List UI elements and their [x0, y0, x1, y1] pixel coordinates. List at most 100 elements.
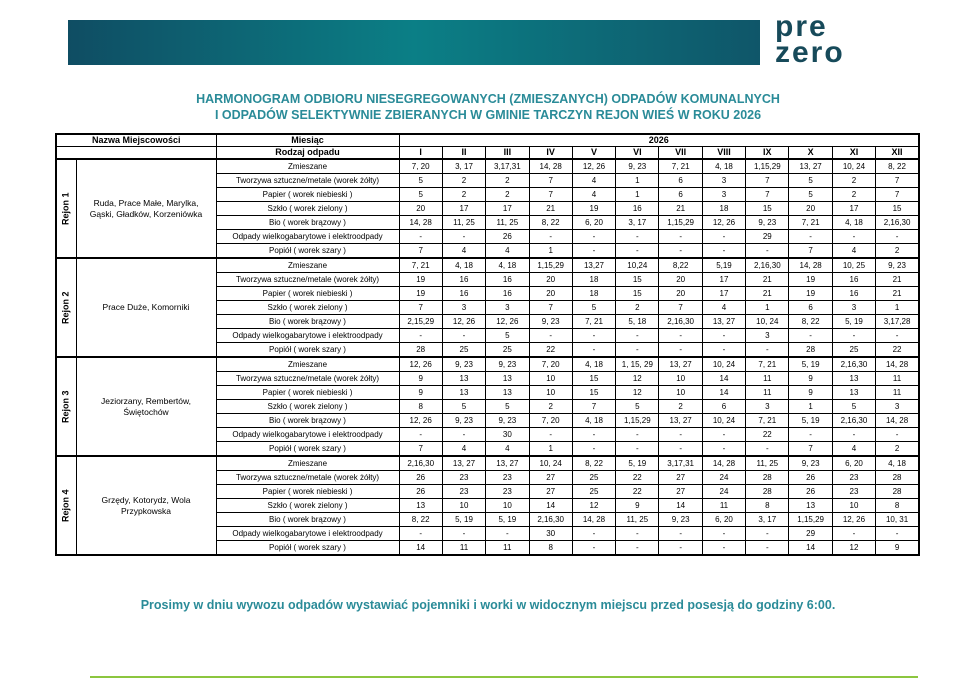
date-cell: -	[658, 427, 703, 442]
date-cell: 16	[485, 272, 530, 287]
waste-type: Zmieszane	[215, 257, 400, 273]
date-cell: -	[398, 427, 443, 442]
date-cell: 24	[701, 484, 747, 499]
date-cell: -	[875, 427, 920, 442]
date-cell: 12	[571, 498, 617, 513]
date-cell: 3	[701, 187, 747, 202]
date-cell: 26	[485, 229, 530, 244]
date-cell: 13, 27	[658, 413, 703, 428]
month-cell: VII	[658, 146, 703, 160]
waste-row: Szkło ( worek zielony ) 20 17 17 21 19 16 21 18 1…	[56, 201, 920, 216]
date-cell: 7, 21	[658, 158, 703, 174]
date-cell: 26	[398, 484, 443, 499]
date-cell: 23	[485, 470, 530, 485]
date-cell: -	[615, 526, 660, 541]
waste-type: Zmieszane	[215, 356, 400, 372]
date-cell: 16	[831, 286, 877, 301]
header-cell: Nazwa Miejscowości	[55, 133, 217, 147]
date-cell: 5	[485, 328, 530, 343]
waste-type: Szkło ( worek zielony )	[215, 399, 400, 414]
date-cell: -	[658, 441, 703, 457]
date-cell: 9	[398, 385, 443, 400]
date-cell: 13, 27	[441, 455, 487, 471]
date-cell: -	[615, 243, 660, 259]
title-line: I ODPADÓW SELEKTYWNIE ZBIERANYCH W GMINI…	[214, 108, 762, 122]
header-row: Rodzaj odpadu I II III IV V VI VII VIII IX X XI XII	[55, 146, 920, 160]
date-cell: 3	[485, 300, 530, 315]
waste-type: Papier ( worek niebieski )	[215, 385, 400, 400]
date-cell: 21	[875, 286, 920, 301]
date-cell: 3, 17	[615, 215, 660, 230]
date-cell: 3	[831, 300, 877, 315]
date-cell: 13	[831, 385, 877, 400]
waste-type: Zmieszane	[215, 158, 400, 174]
date-cell: -	[701, 427, 747, 442]
date-cell: 3,17,31	[658, 455, 703, 471]
date-cell: 20	[398, 201, 443, 216]
date-cell: 5	[831, 399, 877, 414]
date-cell: 13, 27	[701, 314, 747, 329]
date-cell: 7, 20	[528, 413, 573, 428]
date-cell: 8, 22	[788, 314, 833, 329]
date-cell: 1	[615, 173, 660, 188]
date-cell: 5, 19	[441, 512, 487, 527]
date-cell: 9, 23	[528, 314, 573, 329]
date-cell: 17	[441, 201, 487, 216]
region-name: Rejon 4	[56, 456, 76, 555]
date-cell: 11, 25	[615, 512, 660, 527]
date-cell: 2,16,30	[831, 356, 877, 372]
date-cell: 7, 21	[571, 314, 617, 329]
date-cell: 8	[528, 540, 573, 556]
date-cell: -	[658, 342, 703, 358]
date-cell: -	[441, 526, 487, 541]
waste-type: Bio ( worek brązowy )	[215, 314, 400, 329]
date-cell: 9	[875, 540, 920, 556]
date-cell: 4, 18	[875, 455, 920, 471]
date-cell: 1	[745, 300, 790, 315]
waste-type: Popiół ( worek szary )	[215, 342, 400, 358]
date-cell: -	[528, 427, 573, 442]
waste-type: Odpady wielkogabarytowe i elektroodpady	[215, 427, 400, 442]
date-cell: 3, 17	[745, 512, 790, 527]
date-cell: 11	[485, 540, 530, 556]
date-cell: 15	[745, 201, 790, 216]
date-cell: 10, 24	[528, 455, 573, 471]
date-cell: 5	[571, 300, 617, 315]
date-cell: 1	[788, 399, 833, 414]
date-cell: -	[701, 526, 747, 541]
date-cell: 4	[831, 441, 877, 457]
date-cell: 5	[441, 399, 487, 414]
date-cell: -	[745, 342, 790, 358]
date-cell: 30	[528, 526, 573, 541]
region-name: Rejon 2	[56, 258, 76, 357]
date-cell: 5, 19	[485, 512, 530, 527]
date-cell: 6, 20	[571, 215, 617, 230]
date-cell: 28	[398, 342, 443, 358]
waste-type: Szkło ( worek zielony )	[215, 300, 400, 315]
date-cell: 6	[658, 173, 703, 188]
date-cell: 12, 26	[398, 413, 443, 428]
date-cell: -	[658, 229, 703, 244]
date-cell: 23	[441, 470, 487, 485]
waste-type: Popiół ( worek szary )	[215, 243, 400, 259]
date-cell: 11, 25	[441, 215, 487, 230]
date-cell: -	[441, 328, 487, 343]
waste-type: Odpady wielkogabarytowe i elektroodpady	[215, 229, 400, 244]
date-cell: 2	[658, 399, 703, 414]
date-cell: 8, 22	[528, 215, 573, 230]
date-cell: 27	[528, 470, 573, 485]
date-cell: 10, 31	[875, 512, 920, 527]
banner	[68, 20, 760, 65]
waste-row: Tworzywa sztuczne/metale (worek żółty) 5 2…	[56, 173, 920, 188]
date-cell: 7, 21	[745, 356, 790, 372]
date-cell: 19	[398, 286, 443, 301]
date-cell: 9	[788, 371, 833, 386]
date-cell: 5,19	[701, 257, 747, 273]
date-cell: 28	[745, 470, 790, 485]
date-cell: 13	[831, 371, 877, 386]
date-cell: 4, 18	[701, 158, 747, 174]
region-block: Rejon 3 Jeziorzany, Rembertów, Świętochów…	[56, 356, 920, 457]
date-cell: 15	[571, 371, 617, 386]
date-cell: 26	[788, 470, 833, 485]
date-cell: 4, 18	[485, 257, 530, 273]
